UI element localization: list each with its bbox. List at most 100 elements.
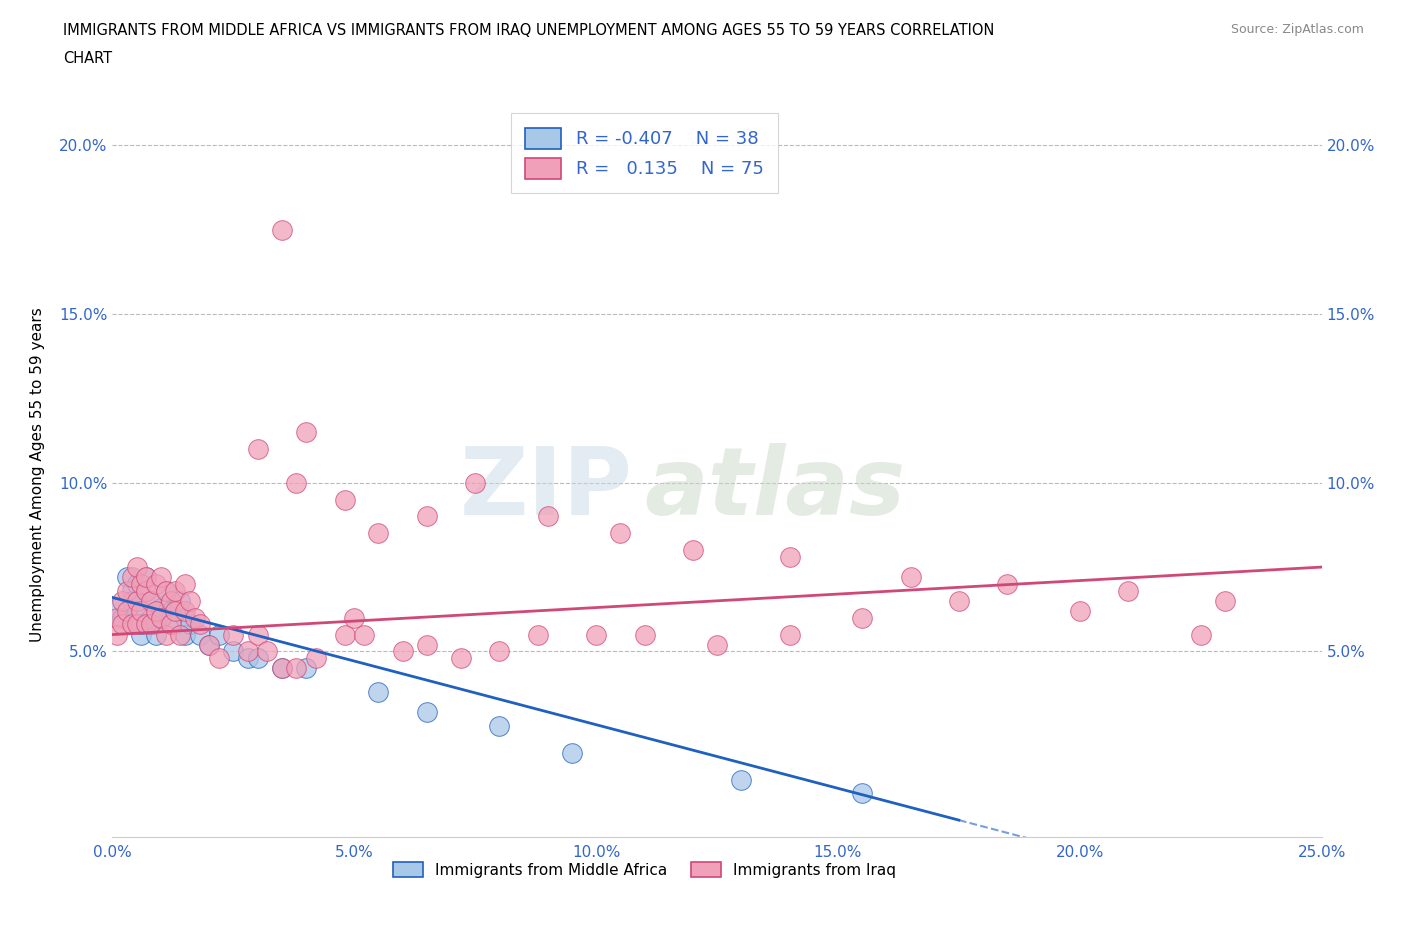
Point bbox=[141, 617, 163, 631]
Point bbox=[141, 610, 163, 625]
Point bbox=[121, 617, 143, 631]
Point bbox=[633, 627, 655, 642]
Point bbox=[115, 570, 138, 585]
Point bbox=[464, 475, 486, 490]
Point bbox=[105, 627, 128, 642]
Point bbox=[285, 661, 308, 676]
Point bbox=[115, 604, 138, 618]
Point bbox=[145, 577, 167, 591]
Point bbox=[149, 570, 172, 585]
Point bbox=[537, 509, 560, 524]
Point bbox=[488, 644, 510, 658]
Text: ZIP: ZIP bbox=[460, 443, 633, 535]
Point bbox=[333, 627, 356, 642]
Point bbox=[121, 593, 143, 608]
Point bbox=[706, 637, 728, 652]
Point bbox=[135, 617, 157, 631]
Point bbox=[125, 560, 148, 575]
Point bbox=[900, 570, 922, 585]
Point bbox=[198, 637, 221, 652]
Point bbox=[995, 577, 1018, 591]
Point bbox=[1116, 583, 1139, 598]
Point bbox=[165, 583, 187, 598]
Point bbox=[121, 583, 143, 598]
Point bbox=[115, 583, 138, 598]
Point bbox=[367, 684, 389, 699]
Point bbox=[125, 617, 148, 631]
Point bbox=[111, 593, 134, 608]
Point bbox=[246, 627, 269, 642]
Point bbox=[159, 604, 181, 618]
Point bbox=[416, 509, 439, 524]
Point bbox=[585, 627, 607, 642]
Point bbox=[450, 651, 472, 666]
Point bbox=[165, 617, 187, 631]
Point bbox=[131, 577, 153, 591]
Point bbox=[145, 627, 167, 642]
Point bbox=[174, 604, 197, 618]
Point bbox=[121, 570, 143, 585]
Point bbox=[270, 222, 292, 237]
Point bbox=[145, 604, 167, 618]
Point bbox=[222, 644, 245, 658]
Point bbox=[135, 570, 157, 585]
Point bbox=[270, 661, 292, 676]
Point bbox=[174, 627, 197, 642]
Point bbox=[304, 651, 326, 666]
Point bbox=[208, 627, 231, 642]
Point bbox=[174, 610, 197, 625]
Point bbox=[730, 772, 752, 787]
Point bbox=[125, 604, 148, 618]
Point bbox=[135, 570, 157, 585]
Point bbox=[246, 442, 269, 457]
Point bbox=[135, 583, 157, 598]
Point bbox=[179, 593, 201, 608]
Point bbox=[246, 651, 269, 666]
Point bbox=[416, 637, 439, 652]
Point bbox=[131, 617, 153, 631]
Point bbox=[169, 593, 191, 608]
Text: CHART: CHART bbox=[63, 51, 112, 66]
Point bbox=[779, 550, 801, 565]
Point bbox=[169, 627, 191, 642]
Point bbox=[188, 627, 211, 642]
Point bbox=[682, 543, 704, 558]
Point bbox=[488, 718, 510, 733]
Point bbox=[155, 583, 177, 598]
Point bbox=[135, 583, 157, 598]
Point bbox=[131, 627, 153, 642]
Point bbox=[105, 610, 128, 625]
Point bbox=[236, 651, 259, 666]
Point bbox=[208, 651, 231, 666]
Point bbox=[948, 593, 970, 608]
Point bbox=[391, 644, 413, 658]
Point bbox=[159, 593, 181, 608]
Point bbox=[295, 661, 318, 676]
Point bbox=[145, 617, 167, 631]
Point bbox=[174, 577, 197, 591]
Point bbox=[527, 627, 550, 642]
Point bbox=[125, 577, 148, 591]
Point bbox=[141, 593, 163, 608]
Point bbox=[851, 610, 873, 625]
Point bbox=[159, 617, 181, 631]
Point bbox=[416, 705, 439, 720]
Y-axis label: Unemployment Among Ages 55 to 59 years: Unemployment Among Ages 55 to 59 years bbox=[31, 307, 45, 642]
Point bbox=[295, 425, 318, 440]
Point bbox=[111, 617, 134, 631]
Point bbox=[333, 492, 356, 507]
Point bbox=[111, 610, 134, 625]
Point bbox=[256, 644, 278, 658]
Point bbox=[779, 627, 801, 642]
Point bbox=[141, 593, 163, 608]
Point bbox=[149, 600, 172, 615]
Point bbox=[609, 525, 631, 540]
Point bbox=[367, 525, 389, 540]
Point bbox=[165, 604, 187, 618]
Point bbox=[131, 604, 153, 618]
Text: IMMIGRANTS FROM MIDDLE AFRICA VS IMMIGRANTS FROM IRAQ UNEMPLOYMENT AMONG AGES 55: IMMIGRANTS FROM MIDDLE AFRICA VS IMMIGRA… bbox=[63, 23, 994, 38]
Point bbox=[561, 745, 583, 760]
Point bbox=[149, 610, 172, 625]
Point bbox=[1069, 604, 1091, 618]
Point bbox=[270, 661, 292, 676]
